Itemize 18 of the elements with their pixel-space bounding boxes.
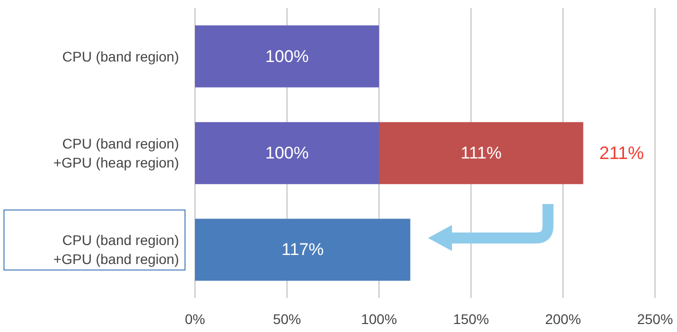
bar [195,122,379,184]
y-tick-label: CPU (band region) [62,48,179,64]
x-tick-label: 250% [637,310,673,327]
x-tick-label: 50% [272,310,302,327]
data-label: 100% [265,144,309,162]
x-tick-label: 100% [361,310,397,327]
total-label: 211% [599,143,644,163]
data-label: 111% [460,144,502,162]
bar [195,218,410,281]
x-tick-label: 150% [453,310,489,327]
data-label: 117% [282,240,324,260]
y-tick-label: CPU (band region) +GPU (heap region) [53,136,179,170]
bar [195,25,379,88]
y-tick-label: CPU (band region) +GPU (band region) [53,232,179,268]
x-tick-label: 200% [545,310,581,327]
data-label: 100% [265,46,309,66]
x-tick-label: 0% [184,310,206,327]
bar [379,122,584,184]
